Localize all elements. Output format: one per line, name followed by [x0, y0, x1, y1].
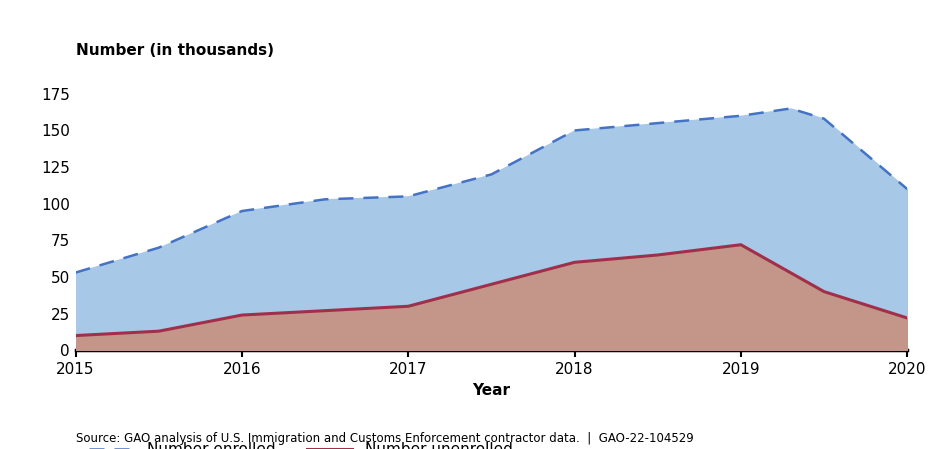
- X-axis label: Year: Year: [472, 383, 510, 397]
- Legend: Number enrolled, Number unenrolled: Number enrolled, Number unenrolled: [83, 436, 518, 449]
- Text: Number (in thousands): Number (in thousands): [76, 44, 274, 58]
- Text: Source: GAO analysis of U.S. Immigration and Customs Enforcement contractor data: Source: GAO analysis of U.S. Immigration…: [76, 431, 693, 445]
